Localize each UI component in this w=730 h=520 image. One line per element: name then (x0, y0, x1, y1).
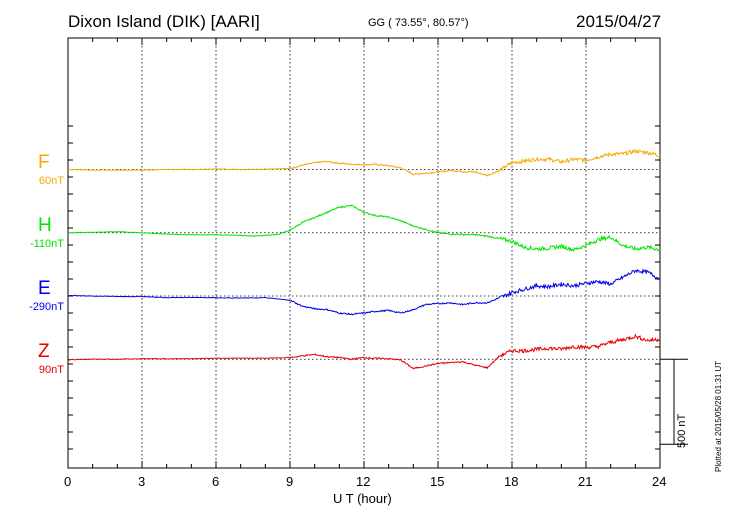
x-tick-label: 0 (64, 474, 72, 489)
series-label-z: Z (38, 341, 50, 363)
x-tick-label: 15 (430, 474, 445, 489)
date-label: 2015/04/27 (576, 12, 662, 31)
series-line-z (68, 333, 661, 370)
x-tick-label: 12 (356, 474, 371, 489)
baseline-label-z: 90nT (38, 364, 64, 377)
series-label-e: E (38, 278, 51, 299)
station-title: Dixon Island (DIK) [AARI] (68, 12, 260, 31)
series-line-e (68, 268, 661, 316)
x-tick-label: 6 (212, 474, 220, 489)
plotted-timestamp: Plotted at 2015/05/28 01:31 UT (714, 360, 723, 472)
coordinates-label: GG ( 73.55°, 80.57°) (368, 17, 469, 29)
x-tick-label: 24 (652, 474, 667, 489)
series-label-h: H (38, 214, 52, 236)
baseline-label-e: -290nT (29, 301, 64, 313)
baseline-label-f: 60nT (38, 174, 64, 187)
baseline-label-h: -110nT (29, 237, 64, 250)
x-tick-label: 21 (578, 474, 593, 489)
x-tick-label: 9 (286, 474, 294, 489)
series-line-h (68, 204, 661, 253)
series-label-f: F (38, 151, 50, 173)
scale-bar-label: 500 nT (676, 413, 688, 448)
x-tick-label: 3 (138, 474, 146, 489)
x-tick-label: 18 (504, 474, 519, 489)
series-line-f (68, 148, 661, 177)
x-axis-label: U T (hour) (333, 491, 392, 506)
